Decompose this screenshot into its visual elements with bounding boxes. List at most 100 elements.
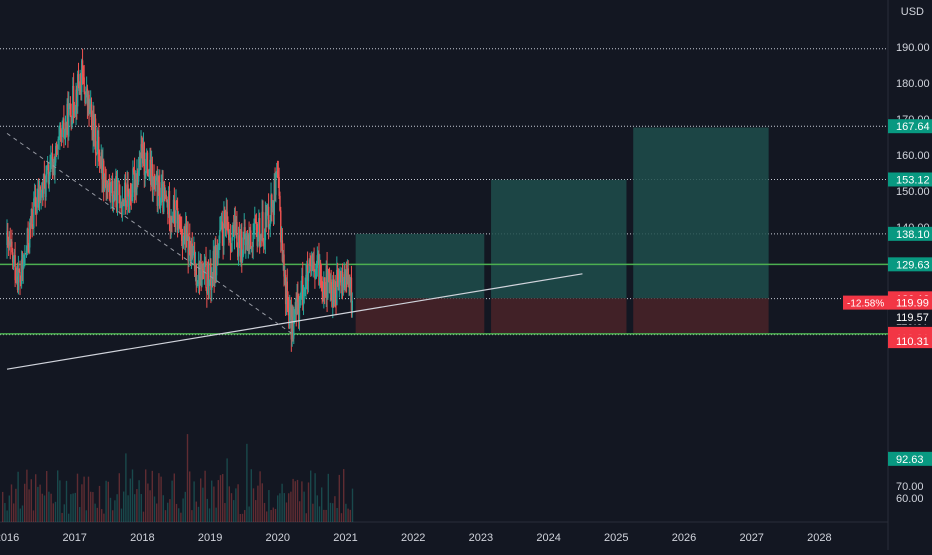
candle-body	[128, 191, 130, 213]
volume-bar	[259, 471, 261, 522]
candle-body	[241, 255, 244, 261]
candle-body	[87, 94, 89, 106]
volume-bar	[149, 490, 151, 522]
volume-bar	[305, 513, 307, 522]
volume-bar	[138, 480, 140, 522]
candle-body	[140, 144, 142, 167]
volume-bar	[131, 469, 134, 522]
candle-body	[163, 185, 166, 197]
candle-body	[329, 279, 332, 293]
candle-body	[14, 255, 16, 281]
volume-bar	[81, 484, 83, 522]
candle-body	[150, 159, 152, 185]
candle-body	[224, 210, 226, 224]
candle-body	[89, 104, 92, 110]
candle-body	[289, 304, 292, 308]
volume-bar	[173, 473, 175, 522]
volume-bar	[4, 503, 6, 522]
candle-body	[214, 245, 216, 280]
candle-body	[186, 233, 189, 241]
candle-body	[33, 196, 36, 199]
candle-body	[114, 191, 116, 201]
candle-body	[255, 221, 258, 224]
candle-body	[171, 217, 173, 221]
candle-body	[238, 235, 241, 240]
candle-body	[194, 263, 197, 271]
candle-body	[39, 186, 42, 201]
candle-body	[111, 181, 113, 187]
candle-body	[189, 254, 192, 262]
candle-body	[323, 277, 326, 295]
candle-body	[245, 235, 248, 241]
candle-body	[187, 233, 189, 262]
candle-body	[65, 122, 68, 131]
candle-body	[178, 214, 180, 220]
profit-zone	[633, 127, 769, 299]
volume-bar	[136, 489, 138, 522]
candle-body	[257, 236, 259, 246]
profit-zone	[355, 233, 485, 299]
volume-bar	[41, 493, 43, 522]
volume-bar	[156, 503, 158, 522]
volume-bar	[105, 480, 107, 522]
candle-body	[104, 177, 107, 183]
candle-body	[197, 281, 199, 284]
candle-body	[8, 241, 11, 246]
candle-body	[60, 132, 63, 137]
volume-bar	[178, 508, 180, 522]
volume-bar	[292, 478, 294, 522]
volume-bar	[37, 486, 39, 522]
candle-body	[92, 115, 94, 141]
volume-bar	[252, 488, 255, 522]
candle-body	[41, 182, 43, 193]
volume-bar	[222, 474, 224, 522]
candle-body	[47, 164, 50, 185]
volume-bar	[349, 509, 351, 522]
candle-body	[341, 272, 344, 288]
candle-body	[127, 184, 129, 192]
candle-body	[136, 170, 138, 189]
price-label: 138.10	[896, 229, 930, 241]
candle-body	[90, 104, 93, 120]
candle-body	[222, 232, 224, 246]
candle-body	[224, 223, 227, 229]
candle-body	[291, 317, 293, 340]
candle-body	[76, 89, 78, 107]
candle-body	[69, 103, 72, 116]
candle-body	[117, 181, 119, 183]
candle-body	[63, 118, 65, 138]
volume-bar	[68, 513, 70, 522]
candle-body	[302, 290, 305, 305]
candle-body	[337, 282, 340, 291]
candle-body	[154, 179, 156, 186]
x-tick-label: 2019	[198, 532, 222, 544]
price-label: 119.57	[896, 312, 929, 324]
candle-body	[284, 274, 287, 305]
candle-body	[133, 171, 136, 193]
candle-body	[123, 202, 125, 204]
candle-body	[154, 177, 157, 186]
candle-body	[164, 194, 167, 197]
candle-body	[248, 234, 250, 246]
price-label: 153.12	[896, 174, 930, 186]
volume-bar	[323, 509, 325, 522]
candle-body	[319, 262, 321, 286]
volume-bar	[186, 434, 189, 522]
x-tick-label: 2018	[130, 532, 154, 544]
volume-bar	[17, 471, 19, 522]
volume-bar	[94, 503, 96, 522]
candle-body	[298, 298, 301, 321]
candle-body	[26, 228, 29, 251]
candle-body	[50, 159, 52, 161]
candle-body	[68, 103, 71, 106]
candle-body	[267, 206, 270, 230]
candle-body	[271, 207, 274, 209]
candle-body	[228, 237, 231, 241]
candle-body	[94, 118, 97, 154]
candle-body	[323, 277, 325, 296]
currency-label[interactable]: USD	[900, 6, 924, 18]
volume-bar	[336, 507, 338, 522]
candle-body	[296, 295, 298, 315]
